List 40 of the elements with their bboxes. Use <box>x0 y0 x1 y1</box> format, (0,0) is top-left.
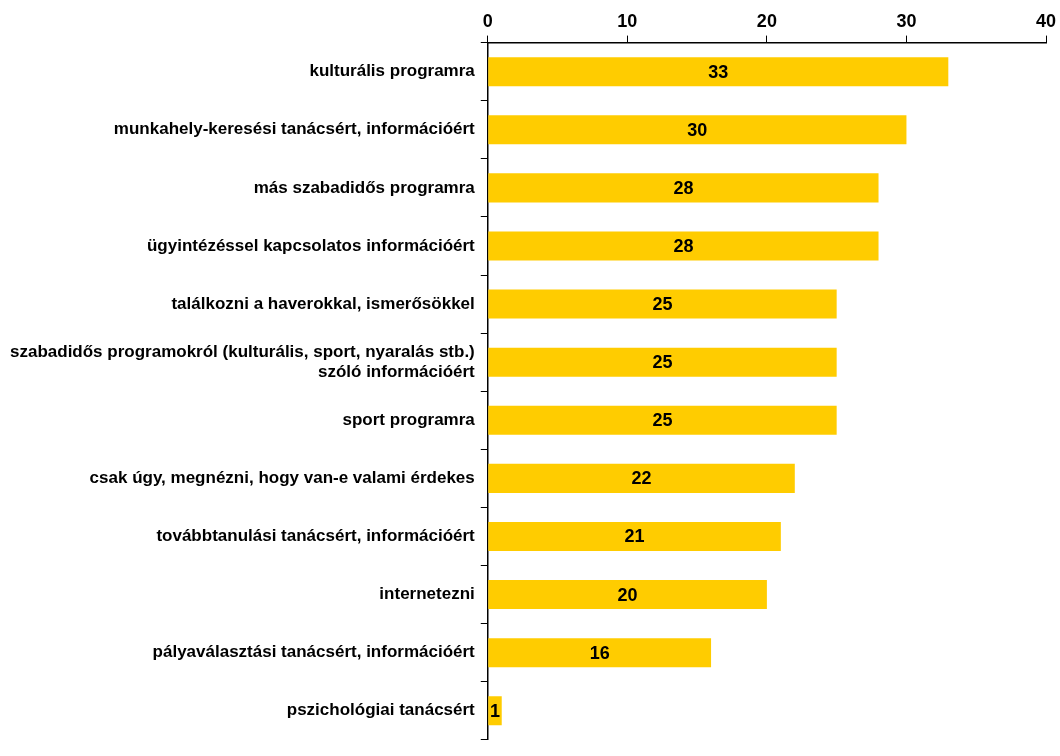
y-tick-label: más szabadidős programra <box>253 177 476 197</box>
y-tick-label: pályaválasztási tanácsért, információért <box>152 642 476 662</box>
bar <box>488 580 767 610</box>
x-tick-label: 10 <box>617 10 638 31</box>
x-tick-label: 20 <box>756 10 777 31</box>
bar <box>488 231 879 261</box>
y-tick-label: szabadidős programokról (kulturális, sport, nyaralás stb.) szóló információért <box>10 341 476 382</box>
data-label: 16 <box>589 642 610 663</box>
bar <box>488 347 837 377</box>
y-tick-label: sport programra <box>342 409 476 429</box>
y-tick-label: kulturális programra <box>309 61 476 81</box>
y-tick-label: ügyintézéssel kapcsolatos információért <box>146 235 476 255</box>
x-tick-label: 40 <box>1035 10 1057 31</box>
y-tick-label: munkahely-keresési tanácsért, információért <box>113 119 476 139</box>
data-label: 22 <box>631 468 652 489</box>
data-label: 30 <box>687 119 708 140</box>
data-label: 25 <box>652 410 673 431</box>
bar <box>488 115 907 145</box>
data-label: 25 <box>652 352 673 373</box>
y-tick-label: pszichológiai tanácsért <box>286 700 476 720</box>
x-tick-label: 0 <box>482 10 493 31</box>
data-label: 20 <box>617 584 638 605</box>
x-tick-label: 30 <box>896 10 917 31</box>
y-tick-label: találkozni a haverokkal, ismerősökkel <box>171 293 475 313</box>
bar <box>488 521 781 551</box>
bar <box>488 57 949 87</box>
data-label: 21 <box>624 526 645 547</box>
bar <box>488 638 712 668</box>
y-tick-label: csak úgy, megnézni, hogy van-e valami érdekes <box>89 468 475 488</box>
data-label: 25 <box>652 294 673 315</box>
data-label: 28 <box>673 177 694 198</box>
bar <box>488 173 879 203</box>
bar <box>488 289 837 319</box>
data-label: 1 <box>490 700 501 721</box>
y-tick-label: továbbtanulási tanácsért, információért <box>156 526 476 546</box>
data-label: 28 <box>673 235 694 256</box>
bar <box>488 405 837 435</box>
y-tick-label: internetezni <box>379 584 475 604</box>
data-label: 33 <box>708 61 729 82</box>
bar <box>488 463 795 493</box>
